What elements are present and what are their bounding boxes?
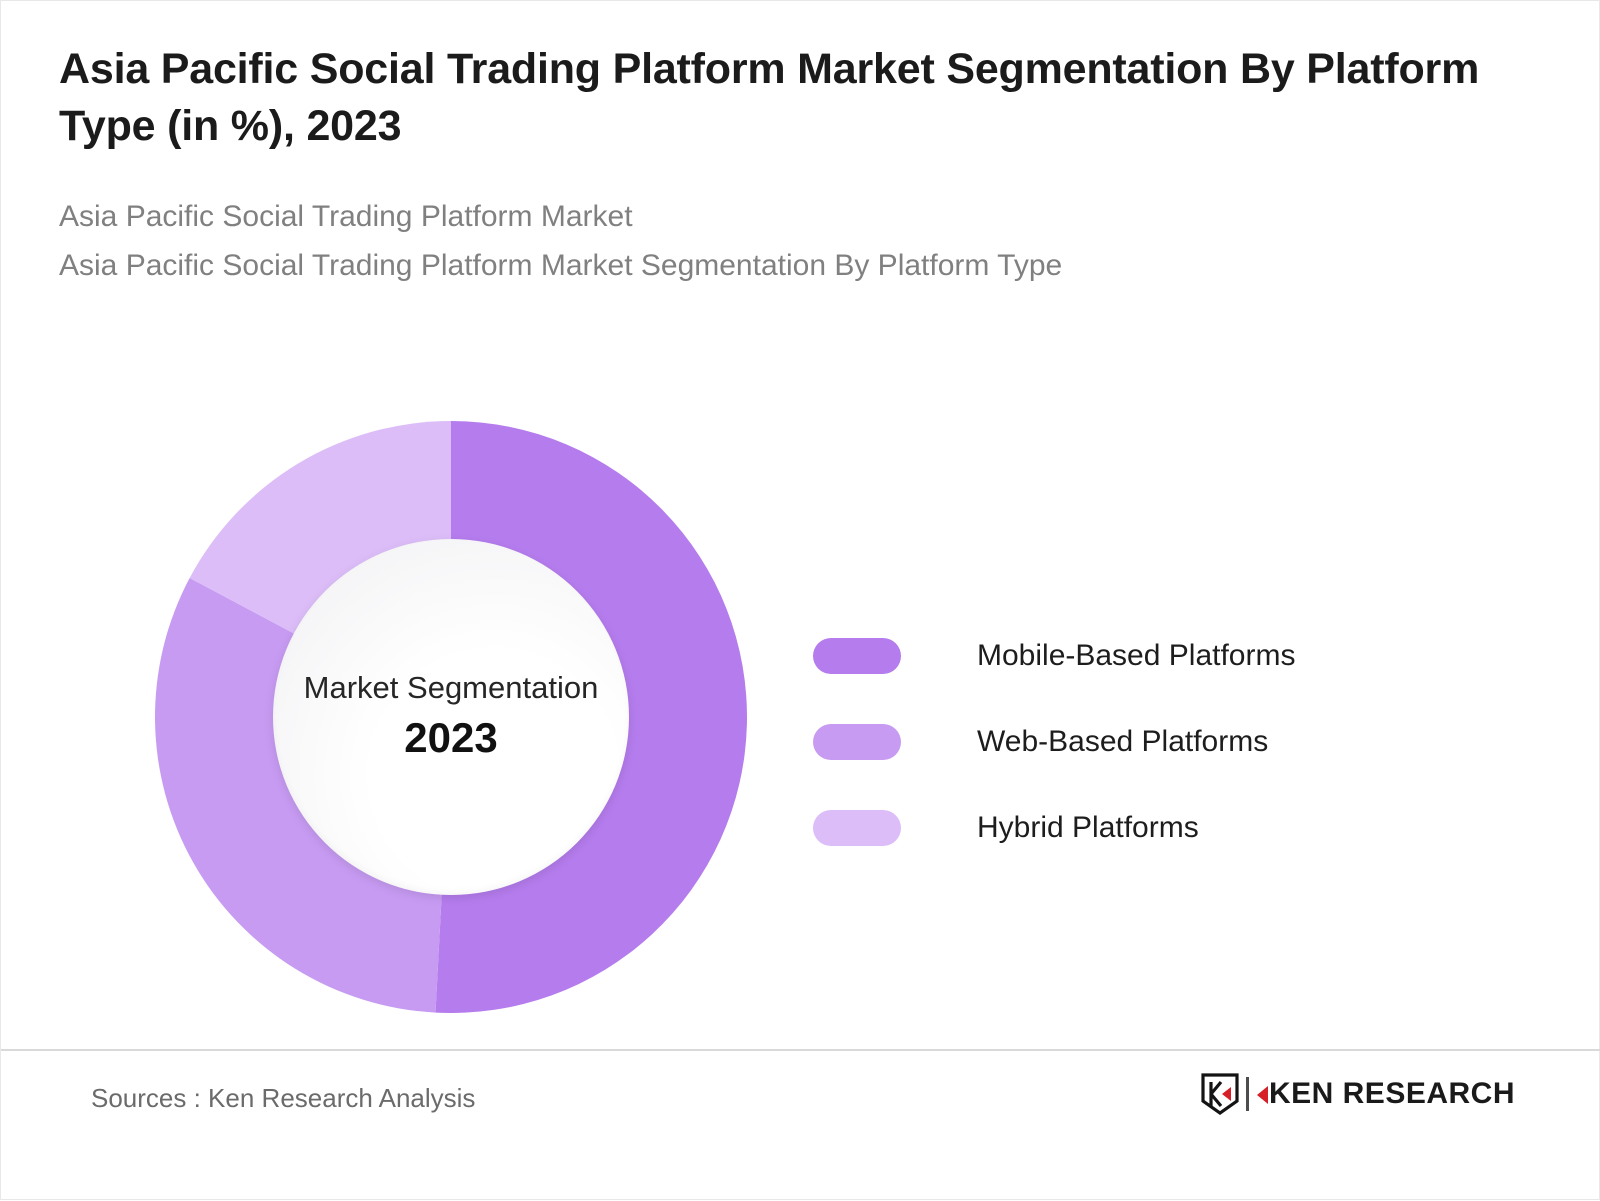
sources-text: Sources : Ken Research Analysis bbox=[91, 1083, 476, 1113]
donut-center-label: Market Segmentation bbox=[303, 670, 599, 706]
legend-swatch-icon bbox=[813, 810, 901, 846]
subtitle-block: Asia Pacific Social Trading Platform Mar… bbox=[59, 193, 1529, 290]
legend-label: Web-Based Platforms bbox=[977, 725, 1269, 758]
legend-label: Hybrid Platforms bbox=[977, 811, 1199, 844]
chart-legend: Mobile-Based Platforms Web-Based Platform… bbox=[813, 613, 1433, 871]
ken-shield-icon bbox=[1201, 1073, 1239, 1115]
page-title: Asia Pacific Social Trading Platform Mar… bbox=[59, 45, 1480, 151]
logo-wordmark: KEN RESEARCH bbox=[1268, 1077, 1515, 1110]
logo-text: KEN RESEARCH bbox=[1256, 1077, 1515, 1111]
logo-red-accent-icon bbox=[1256, 1086, 1268, 1104]
chart-footer: Sources : Ken Research Analysis KEN RESE… bbox=[1, 1051, 1600, 1201]
chart-header: Asia Pacific Social Trading Platform Mar… bbox=[59, 41, 1529, 291]
legend-label: Mobile-Based Platforms bbox=[977, 639, 1296, 672]
footer-divider bbox=[1, 1049, 1600, 1051]
chart-area: Market Segmentation 2023 Mobile-Based Pl… bbox=[1, 391, 1600, 1051]
logo-separator bbox=[1245, 1077, 1249, 1111]
legend-swatch-icon bbox=[813, 638, 901, 674]
subtitle-line-2: Asia Pacific Social Trading Platform Mar… bbox=[59, 248, 1063, 282]
legend-swatch-icon bbox=[813, 724, 901, 760]
legend-item[interactable]: Mobile-Based Platforms bbox=[813, 613, 1433, 699]
legend-item[interactable]: Hybrid Platforms bbox=[813, 785, 1433, 871]
legend-item[interactable]: Web-Based Platforms bbox=[813, 699, 1433, 785]
donut-center: Market Segmentation 2023 bbox=[273, 539, 629, 895]
donut-chart: Market Segmentation 2023 bbox=[153, 419, 749, 1015]
subtitle-line-1: Asia Pacific Social Trading Platform Mar… bbox=[59, 200, 633, 234]
donut-center-value: 2023 bbox=[404, 714, 498, 762]
ken-research-logo: KEN RESEARCH bbox=[1201, 1073, 1515, 1115]
